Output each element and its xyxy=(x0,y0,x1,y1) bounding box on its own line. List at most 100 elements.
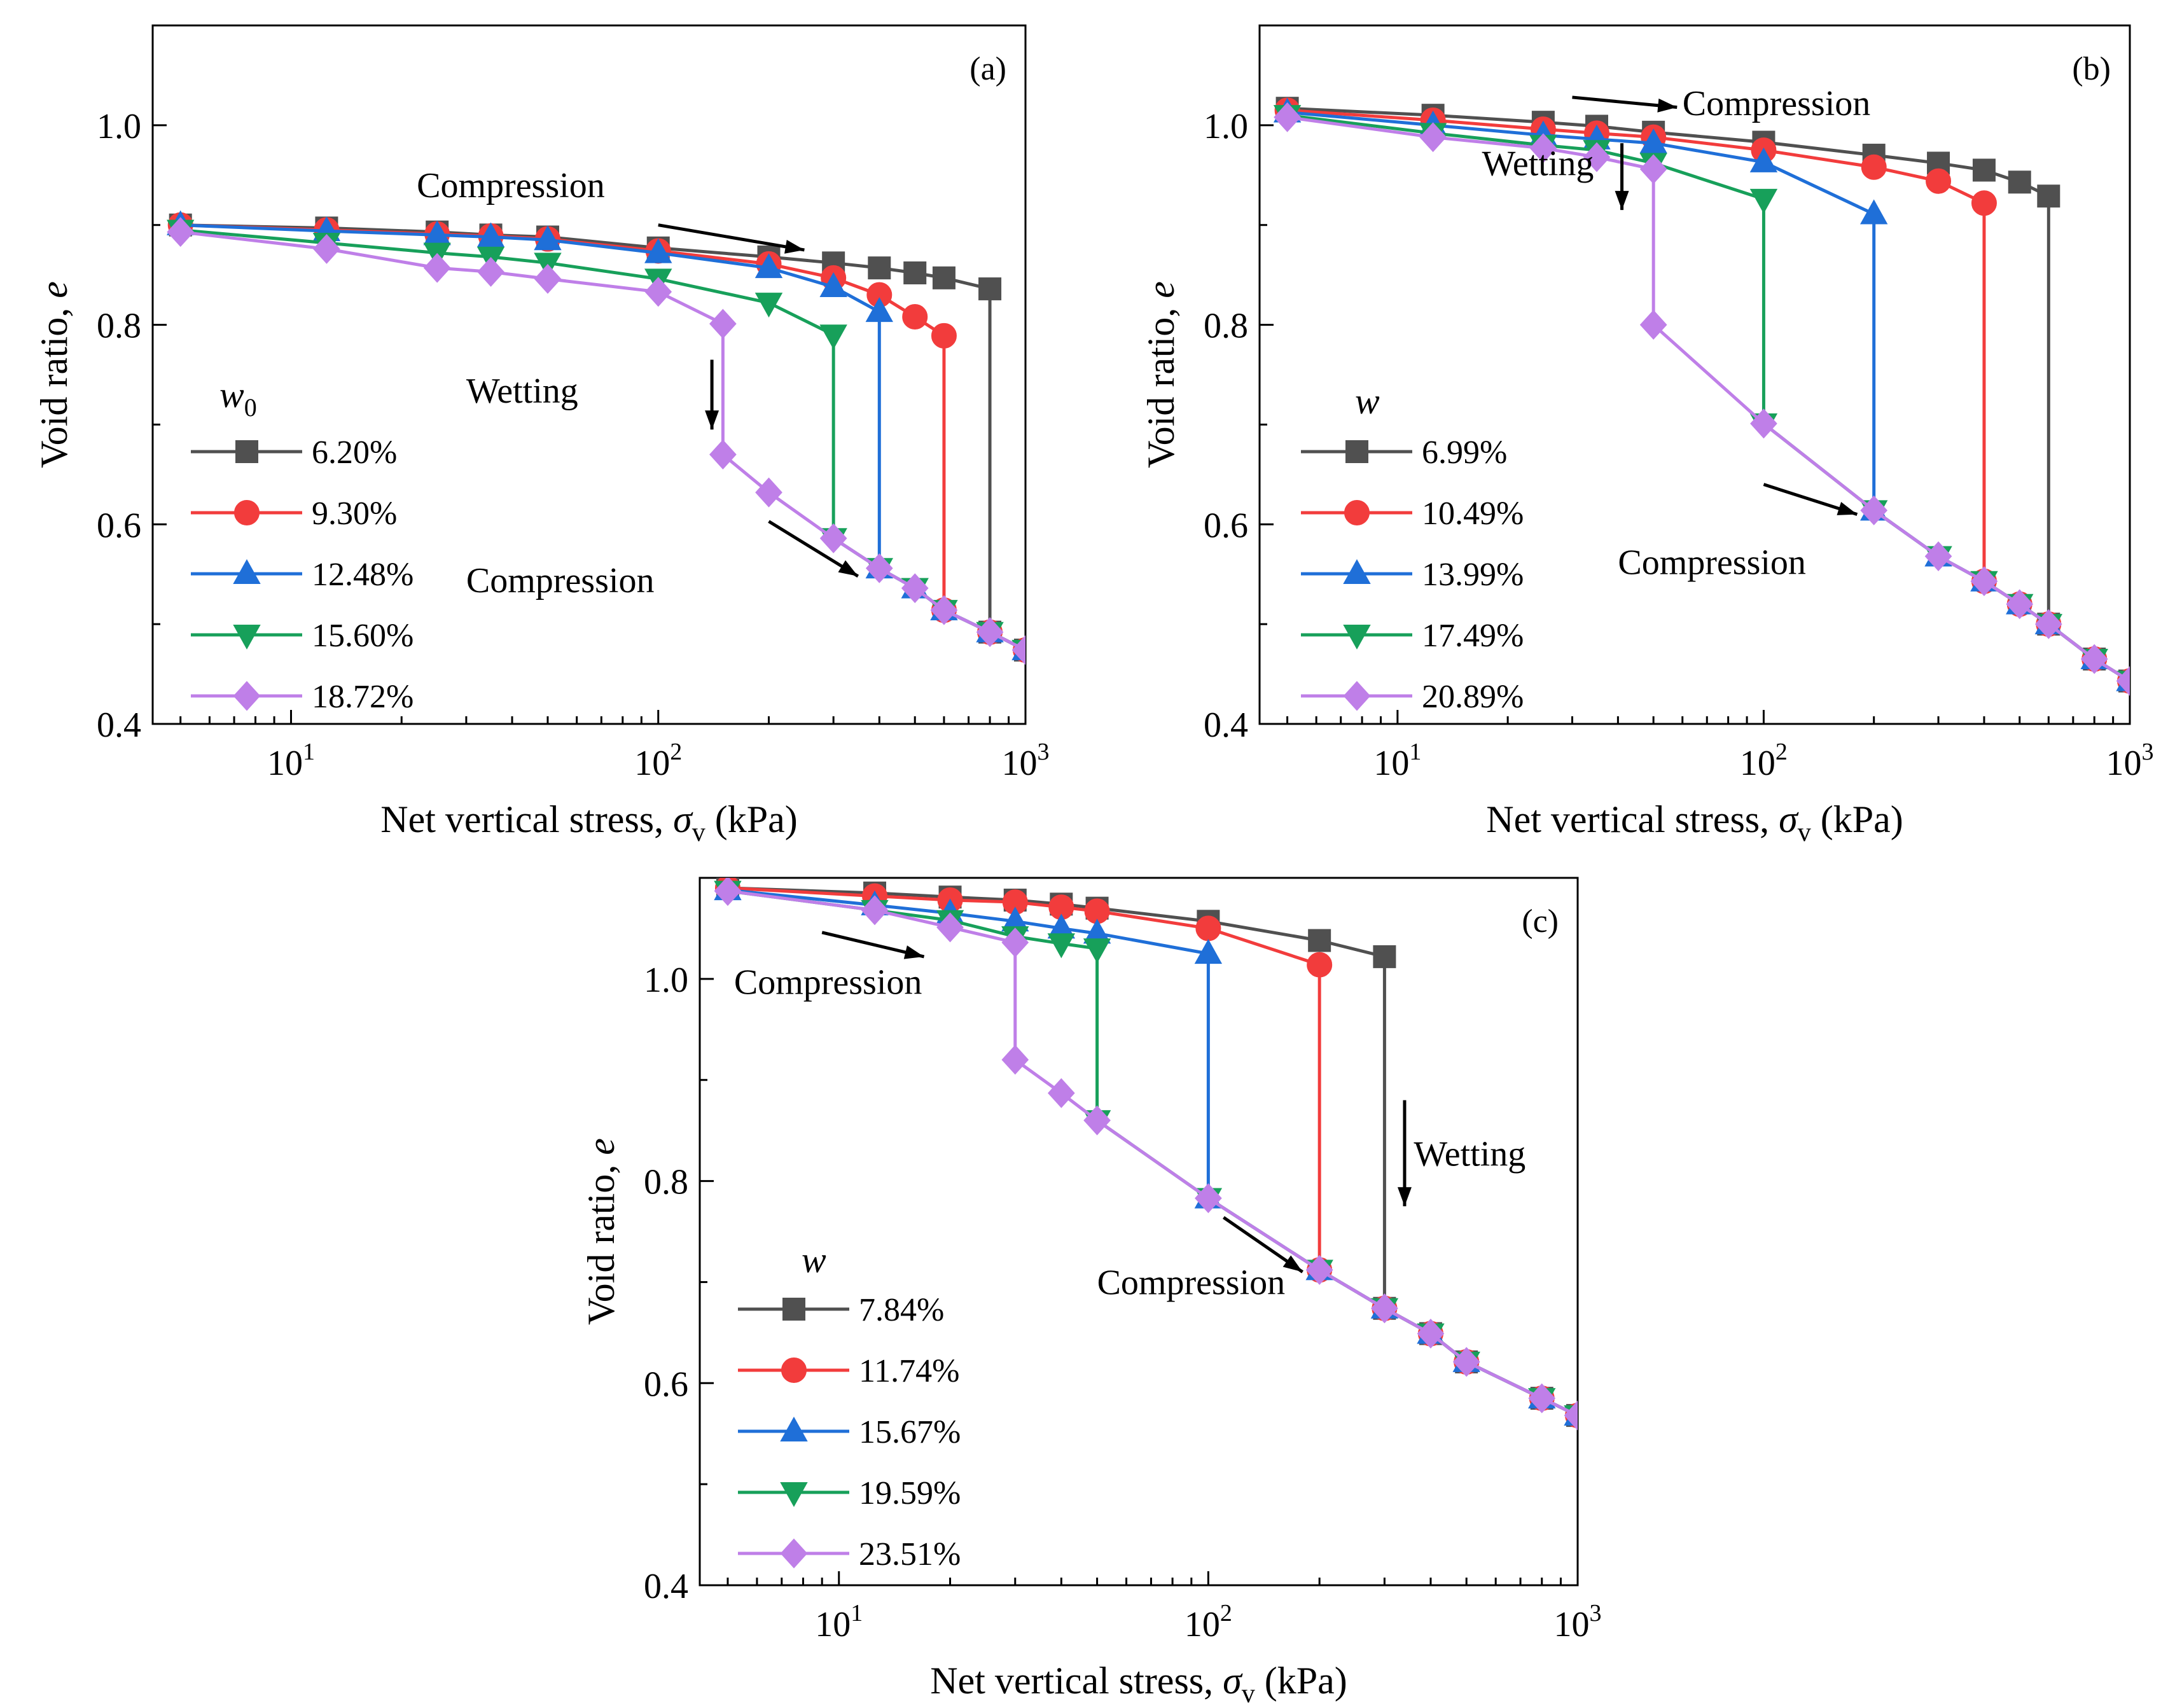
legend-label: 9.30% xyxy=(312,496,397,532)
legend-item: 23.51% xyxy=(738,1536,961,1573)
legend-label: 12.48% xyxy=(312,557,413,593)
data-point xyxy=(1749,147,1778,172)
data-point xyxy=(1859,199,1888,225)
annotation-compression-bottom: Compression xyxy=(466,520,859,601)
series-4 xyxy=(1274,102,2130,697)
data-point xyxy=(754,293,783,318)
legend-label: 6.20% xyxy=(312,434,397,471)
x-tick-label: 101 xyxy=(267,739,315,783)
panel-label: (c) xyxy=(1522,903,1559,940)
series-4 xyxy=(167,217,1025,665)
annotation-wetting: Wetting xyxy=(1397,1100,1525,1207)
legend-marker xyxy=(233,625,261,650)
data-point xyxy=(644,238,672,263)
legend-marker xyxy=(782,1298,805,1321)
chart-panel-a: 101 102 103 0.4 0.6 0.8 1.0 Net vertical stress… xyxy=(33,24,1050,847)
data-point xyxy=(1417,1318,1445,1349)
y-tick-label: 1.0 xyxy=(1204,107,1248,146)
data-point xyxy=(1971,190,1997,216)
legend-marker xyxy=(1344,500,1370,525)
data-point xyxy=(1194,939,1223,964)
data-point xyxy=(1926,168,1952,194)
annotation-compression-top: Compression xyxy=(734,931,925,1003)
annotation-compression-top: Compression xyxy=(417,166,805,254)
data-point xyxy=(2037,184,2060,208)
legend-item: 6.20% xyxy=(191,434,397,471)
y-axis-ticks xyxy=(1260,24,1274,725)
data-point xyxy=(1452,1347,1480,1377)
legend-marker xyxy=(1343,559,1371,584)
data-point xyxy=(819,324,847,350)
annotation-arrow xyxy=(705,359,719,430)
series-line xyxy=(1287,115,2130,683)
data-point xyxy=(1972,158,1996,182)
legend-label: 11.74% xyxy=(859,1353,959,1389)
data-point xyxy=(1861,154,1887,180)
data-point xyxy=(1639,154,1667,184)
legend-marker xyxy=(1345,440,1368,463)
panel-label: (a) xyxy=(969,51,1006,87)
legend-label: 10.49% xyxy=(1422,496,1524,532)
legend-label: 20.89% xyxy=(1422,679,1524,715)
legend-label: 23.51% xyxy=(859,1536,961,1573)
annotation-text: Wetting xyxy=(1414,1135,1525,1174)
legend-item: 18.72% xyxy=(191,679,413,715)
data-point xyxy=(754,253,783,279)
data-point xyxy=(2034,609,2062,639)
y-axis-ticks xyxy=(153,24,167,725)
y-tick-label: 0.8 xyxy=(1204,307,1248,346)
data-point xyxy=(932,266,955,289)
data-point xyxy=(930,595,958,625)
legend-marker xyxy=(780,1416,808,1441)
data-point xyxy=(1639,128,1667,154)
data-point xyxy=(709,439,737,469)
data-point xyxy=(1749,188,1778,214)
plot-area xyxy=(167,210,1025,665)
y-tick-label: 0.8 xyxy=(644,1163,688,1202)
data-point xyxy=(476,222,505,247)
legend-item: 13.99% xyxy=(1301,557,1524,593)
y-tick-label: 0.4 xyxy=(644,1567,688,1606)
legend-item: 10.49% xyxy=(1301,496,1524,532)
x-axis-title: Net vertical stress, σv (kPa) xyxy=(380,798,797,847)
data-point xyxy=(868,256,891,280)
x-tick-label: 103 xyxy=(2106,739,2154,783)
data-point xyxy=(865,553,893,583)
data-point xyxy=(865,297,893,323)
annotation-text: Compression xyxy=(734,963,922,1003)
series-line xyxy=(1287,113,2130,683)
legend-label: 7.84% xyxy=(859,1292,944,1328)
y-tick-label: 1.0 xyxy=(644,961,688,1000)
legend-marker xyxy=(233,681,261,711)
annotation-arrow xyxy=(1222,1216,1304,1274)
legend-item: 12.48% xyxy=(191,557,413,593)
y-axis-title: Void ratio, e xyxy=(580,1138,622,1325)
legend-item: 17.49% xyxy=(1301,618,1524,654)
legend-marker xyxy=(235,440,258,463)
plot-area xyxy=(714,878,1578,1431)
legend-marker xyxy=(780,1538,808,1569)
data-point xyxy=(902,304,928,330)
x-tick-label: 103 xyxy=(1554,1600,1602,1644)
y-tick-label: 0.6 xyxy=(1204,506,1248,545)
chart-panel-c: 101 102 103 0.4 0.6 0.8 1.0 Net vertical stress… xyxy=(580,877,1602,1708)
legend-marker xyxy=(234,500,260,525)
annotation-text: Compression xyxy=(466,561,655,601)
data-point xyxy=(1001,1045,1029,1075)
data-point xyxy=(1750,408,1777,439)
legend-title: w xyxy=(802,1239,826,1281)
data-point xyxy=(1308,929,1331,952)
legend-label: 15.60% xyxy=(312,618,413,654)
x-axis-ticks xyxy=(726,1571,1579,1585)
data-point xyxy=(644,277,672,307)
y-tick-label: 1.0 xyxy=(97,107,141,146)
y-axis-ticks xyxy=(700,877,714,1586)
legend-item: 19.59% xyxy=(738,1475,961,1511)
y-tick-label: 0.4 xyxy=(97,705,141,745)
data-point xyxy=(534,263,562,294)
legend: w0 6.20% 9.30% 12.48% 15.60% 18.72% xyxy=(191,374,413,715)
y-tick-label: 0.6 xyxy=(97,506,141,545)
x-tick-label: 103 xyxy=(1002,739,1050,783)
legend-item: 15.60% xyxy=(191,618,413,654)
